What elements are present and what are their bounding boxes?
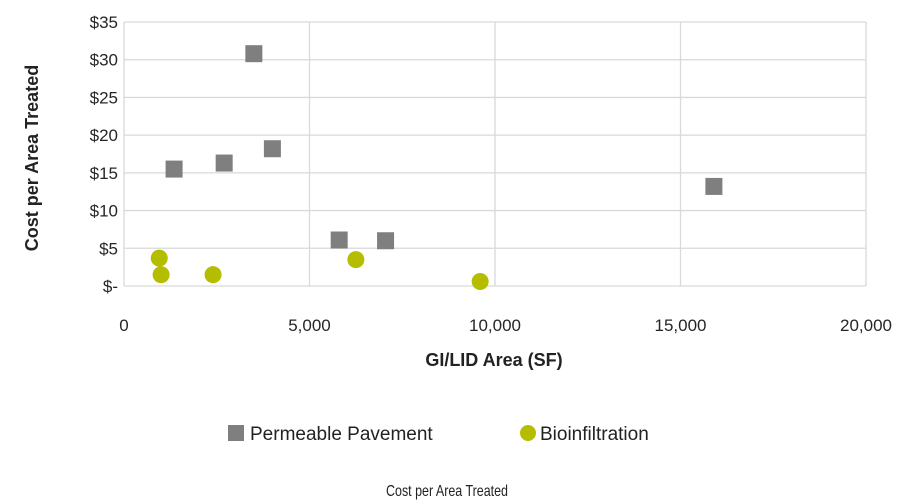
chart-caption: Cost per Area Treated (386, 483, 508, 501)
y-tick-label: $15 (90, 164, 118, 183)
y-tick-label: $35 (90, 13, 118, 32)
point-bioinfiltration (471, 272, 489, 290)
point-permeable-pavement (165, 160, 183, 178)
point-bioinfiltration (347, 251, 365, 269)
legend-label: Bioinfiltration (540, 424, 649, 445)
x-tick-label: 5,000 (288, 316, 331, 335)
x-tick-label: 10,000 (469, 316, 521, 335)
y-tick-label: $5 (99, 239, 118, 258)
series-1 (150, 249, 489, 290)
point-permeable-pavement (330, 231, 348, 249)
data-points (150, 45, 723, 290)
x-axis-title: GI/LID Area (SF) (425, 350, 562, 370)
point-bioinfiltration (150, 249, 168, 267)
point-bioinfiltration (152, 266, 170, 284)
point-permeable-pavement (705, 177, 723, 195)
y-tick-label: $30 (90, 51, 118, 70)
point-permeable-pavement (215, 154, 233, 172)
x-tick-label: 0 (119, 316, 128, 335)
point-permeable-pavement (245, 45, 263, 63)
series-0 (165, 45, 723, 250)
point-permeable-pavement (377, 232, 395, 250)
tick-labels: $- $5 $10 $15 $20 $25 $30 $35 0 5,000 10,000 15,000… (90, 13, 892, 335)
legend-swatch-circle (520, 425, 536, 441)
x-tick-label: 20,000 (840, 316, 892, 335)
point-bioinfiltration (204, 266, 222, 284)
y-tick-label: $- (103, 277, 118, 296)
x-tick-label: 15,000 (655, 316, 707, 335)
y-tick-label: $20 (90, 126, 118, 145)
gridlines (123, 21, 867, 287)
y-tick-label: $10 (90, 202, 118, 221)
legend-swatch-square (228, 425, 244, 441)
legend: Permeable Pavement Bioinfiltration (228, 424, 649, 445)
legend-label: Permeable Pavement (250, 424, 433, 445)
y-axis-title: Cost per Area Treated (22, 65, 42, 251)
point-permeable-pavement (263, 140, 281, 158)
y-tick-label: $25 (90, 88, 118, 107)
